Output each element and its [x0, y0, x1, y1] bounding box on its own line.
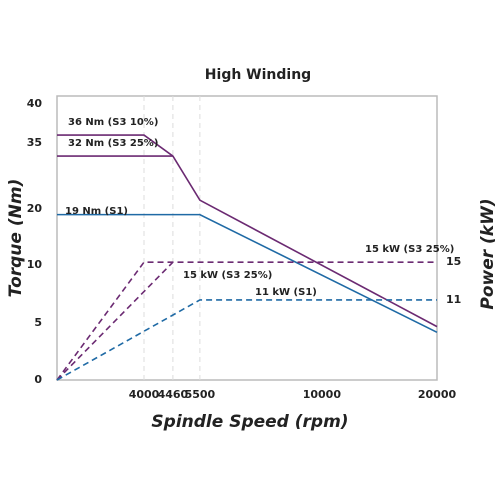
y2-tick-label: 11	[446, 293, 461, 306]
series-label: 32 Nm (S3 25%)	[68, 138, 158, 149]
chart-title: High Winding	[205, 67, 311, 83]
y-tick-label: 10	[27, 258, 43, 271]
y-tick-label: 5	[34, 316, 42, 329]
series-line	[57, 213, 438, 334]
series-line	[56, 261, 437, 381]
series-label: 15 kW (S3 25%)	[365, 244, 454, 255]
x-tick-label: 20000	[418, 388, 457, 401]
y2-axis-label: Power (kW)	[478, 198, 498, 309]
series-label: 11 kW (S1)	[255, 287, 317, 298]
y2-tick-label: 15	[446, 255, 461, 268]
series-label: 15 kW (S3 25%)	[183, 270, 272, 281]
x-tick-label: 10000	[303, 388, 342, 401]
y-tick-label: 0	[34, 373, 42, 386]
series-label: 19 Nm (S1)	[65, 206, 128, 217]
x-axis-label: Spindle Speed (rpm)	[151, 412, 348, 432]
series-line	[56, 261, 174, 381]
plot-frame	[56, 95, 438, 381]
x-tick-label: 4000	[129, 388, 160, 401]
series-label: 36 Nm (S3 10%)	[68, 117, 158, 128]
y-tick-label: 35	[27, 136, 42, 149]
series-line	[56, 299, 437, 381]
y-axis-label: Torque (Nm)	[6, 179, 26, 298]
y-tick-label: 40	[27, 97, 43, 110]
x-tick-label: 4460	[158, 388, 189, 401]
series-line	[57, 134, 438, 328]
x-tick-label: 5500	[185, 388, 216, 401]
y-tick-label: 20	[27, 202, 43, 215]
